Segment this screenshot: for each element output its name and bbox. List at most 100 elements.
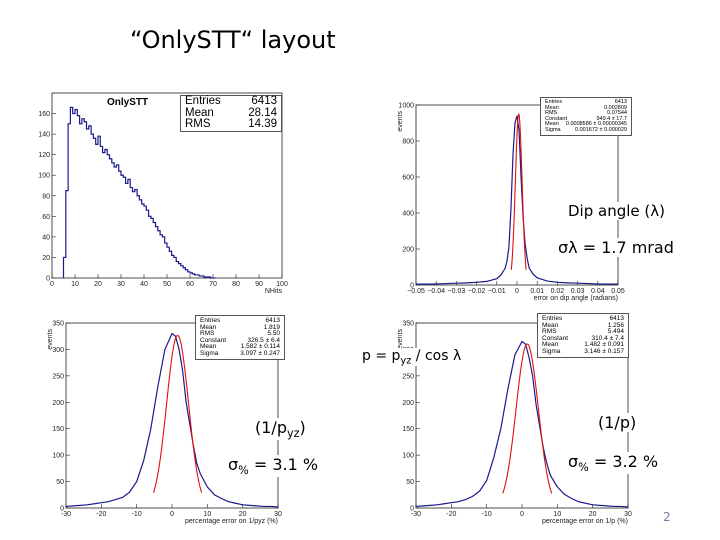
sigma-pyz-part2: = 3.1 %	[248, 455, 319, 474]
x-tick-label: 10	[203, 511, 211, 518]
stat-value: 6413	[609, 315, 624, 322]
y-tick-label: 350	[402, 321, 414, 328]
stat-value: 6413	[251, 95, 277, 107]
x-axis-title: NHits	[265, 288, 283, 295]
stat-value: 3.146 ± 0.157	[584, 347, 624, 355]
y-tick-label: 300	[52, 347, 64, 354]
stats-rows: Entries 6413 Mean 1.256 RMS 5.494 Constant 310.…	[538, 315, 628, 355]
y-tick-label: 120	[38, 152, 50, 159]
x-tick-label: 70	[209, 281, 217, 288]
stat-key: Sigma	[545, 126, 561, 133]
stat-key: RMS	[542, 328, 557, 335]
x-tick-label: -10	[482, 511, 492, 518]
x-axis-title: error on dip angle (radians)	[534, 295, 618, 302]
y-tick-label: 50	[406, 479, 414, 486]
stat-row: Mean 1.819	[196, 324, 284, 332]
x-tick-label: 40	[140, 281, 148, 288]
y-tick-label: 800	[402, 139, 414, 146]
y-tick-label: 0	[60, 506, 64, 513]
inv-p-label: (1/p)	[598, 413, 637, 432]
stat-row: Constant 326.5 ± 6.4	[196, 337, 284, 345]
slide-title: “OnlySTT“ layout	[130, 26, 336, 54]
dip-angle-label: Dip angle (λ)	[568, 202, 665, 220]
y-tick-label: 150	[402, 426, 414, 433]
stat-key: Entries	[542, 315, 563, 322]
stat-value: 1.582 ± 0.114	[240, 343, 280, 350]
x-tick-label: 90	[255, 281, 263, 288]
stat-key: Mean	[545, 121, 559, 127]
stat-row: Mean 28.14	[181, 106, 281, 120]
stat-value: 6413	[265, 317, 280, 324]
x-tick-label: 30	[624, 511, 632, 518]
x-tick-label: 100	[276, 281, 288, 288]
sigma-pyz-part: σ	[228, 455, 239, 474]
inv-pyz-label: (1/pyz)	[255, 418, 306, 440]
x-tick-label: 20	[94, 281, 102, 288]
stat-key: Mean	[185, 106, 214, 119]
stat-value: 949.4 ± 17.7	[596, 115, 627, 122]
sigma-lambda-label: σλ = 1.7 mrad	[558, 238, 674, 257]
sigma-p-part: σ	[568, 452, 579, 471]
stat-row: Sigma 3.097 ± 0.247	[196, 349, 284, 358]
sigma-lambda-text: σλ = 1.7 mrad	[558, 238, 674, 257]
stat-key: RMS	[200, 330, 215, 337]
histogram-line	[62, 106, 216, 279]
sigma-p-label: σ% = 3.2 %	[568, 452, 659, 474]
stat-value: 6413	[614, 99, 627, 105]
stat-value: 5.50	[267, 330, 280, 337]
stat-key: Sigma	[200, 349, 219, 357]
x-tick-label: 0.01	[530, 288, 544, 295]
p-stats-box: Entries 6413 Mean 1.256 RMS 5.494 Constant 310.…	[537, 313, 629, 358]
stat-row: Entries 6413	[538, 315, 628, 323]
stat-value: 0.0008586 ± 0.00000345	[565, 121, 627, 127]
stat-row: Entries 6413	[181, 95, 281, 108]
y-tick-label: 60	[42, 214, 50, 221]
stat-value: 310.4 ± 7.4	[591, 334, 624, 342]
y-tick-label: 1000	[398, 103, 414, 110]
stat-key: Constant	[545, 115, 568, 122]
stat-row: RMS 0.07544	[541, 110, 631, 117]
stat-value: 1.256	[607, 321, 624, 329]
stat-key: Mean	[542, 341, 559, 348]
histogram-line	[65, 332, 279, 508]
stat-row: Sigma 0.001672 ± 0.000029	[541, 126, 631, 134]
stat-row: Mean 0.002809	[541, 104, 631, 112]
x-tick-label: −0.02	[468, 288, 486, 295]
y-tick-label: 40	[42, 234, 50, 241]
stat-value: 14.39	[248, 118, 277, 130]
x-tick-label: 0	[50, 281, 54, 288]
inv-p-text: (1/p)	[598, 413, 637, 432]
stat-value: 0.07544	[607, 110, 627, 116]
stat-row: Mean 1.256	[538, 321, 628, 330]
y-tick-label: 0	[46, 276, 50, 283]
x-tick-label: 0	[515, 288, 519, 295]
stat-row: Entries 6413	[196, 317, 284, 325]
y-tick-label: 200	[402, 400, 414, 407]
y-tick-label: 350	[52, 321, 64, 328]
gaussian-fit-line	[502, 343, 553, 494]
stat-key: Entries	[545, 99, 563, 105]
y-tick-label: 200	[52, 400, 64, 407]
y-axis-title: events	[47, 329, 54, 350]
y-axis-title: events	[397, 329, 404, 350]
y-tick-label: 150	[52, 426, 64, 433]
stat-key: Mean	[542, 321, 559, 329]
y-tick-label: 0	[410, 283, 414, 290]
x-tick-label: −0.01	[488, 288, 506, 295]
stat-row: Entries 6413	[541, 99, 631, 106]
gaussian-fit-line	[152, 334, 203, 493]
x-tick-label: 0.02	[551, 288, 565, 295]
x-tick-label: -30	[411, 511, 421, 518]
x-tick-label: 60	[186, 281, 194, 288]
x-tick-label: 50	[163, 281, 171, 288]
stat-key: Mean	[200, 343, 217, 350]
y-tick-label: 200	[402, 247, 414, 254]
sigma-pyz-label: σ% = 3.1 %	[228, 455, 319, 477]
sigma-pyz-sub: %	[238, 463, 249, 477]
stat-key: RMS	[185, 118, 211, 130]
x-tick-label: 0.05	[611, 288, 625, 295]
stats-rows: Entries 6413 Mean 28.14 RMS 14.39	[181, 95, 281, 131]
stat-key: Mean	[545, 104, 559, 111]
histogram-line	[415, 340, 629, 508]
stat-value: 28.14	[248, 106, 277, 119]
